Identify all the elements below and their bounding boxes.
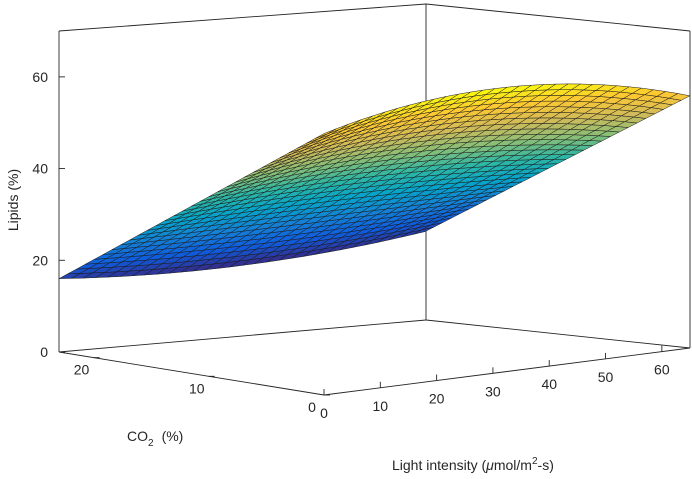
axis-ticks: 0 10 20 30 40 50 60 0 10 20 0 20 40 60 (32, 69, 669, 421)
x-tick-label: 20 (429, 391, 445, 407)
y-tick-label: 20 (74, 362, 90, 378)
z-tick-label: 40 (32, 161, 48, 177)
surface-mesh (58, 83, 691, 279)
z-tick-label: 20 (32, 252, 48, 268)
y-axis-label: CO2 (%) (127, 428, 183, 449)
z-tick-label: 0 (40, 344, 48, 360)
x-tick-label: 40 (541, 376, 557, 392)
y-tick-label: 0 (308, 399, 316, 415)
x-tick-label: 30 (485, 383, 501, 399)
floor-back-edge (58, 319, 427, 353)
x-tick-label: 50 (598, 369, 614, 385)
axes-box (58, 3, 691, 396)
x-axis-label-mid: mol/m (494, 457, 532, 473)
y-axis-label-subscript: 2 (148, 438, 154, 449)
x-axis-label-end: -s) (538, 457, 554, 473)
y-tick-label: 10 (189, 380, 205, 396)
x-tick-label: 10 (373, 398, 389, 414)
back-edge-top-right (425, 3, 691, 32)
y-axis-line (58, 351, 325, 396)
y-axis-label-unit: (%) (162, 428, 184, 444)
back-edge-top (58, 3, 427, 32)
floor-right-edge (425, 319, 691, 349)
x-axis-line (323, 347, 691, 396)
x-tick-label: 0 (320, 405, 328, 421)
x-axis-label-mu: μ (485, 457, 494, 473)
z-axis-label: Lipids (%) (5, 169, 21, 231)
x-axis-label-main: Light intensity ( (392, 457, 486, 473)
y-axis-label-main: CO (127, 428, 148, 444)
x-tick-label: 60 (654, 362, 670, 378)
z-tick-label: 60 (32, 69, 48, 85)
x-axis-label: Light intensity (μmol/m2-s) (392, 456, 554, 473)
x-axis-label-superscript: 2 (532, 456, 538, 467)
surface-patch (315, 128, 337, 139)
